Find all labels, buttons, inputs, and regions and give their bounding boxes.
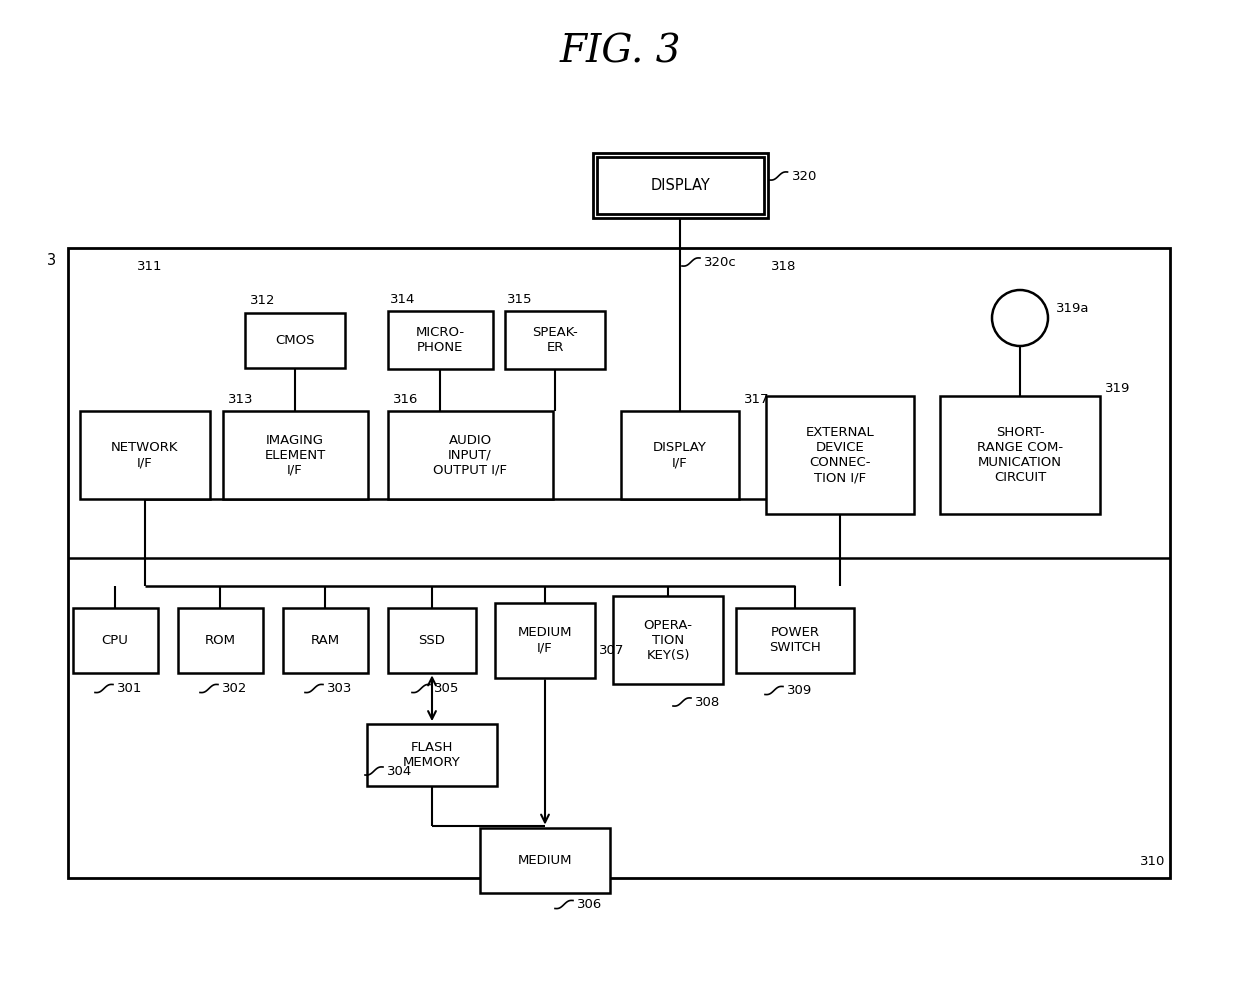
- Text: 304: 304: [387, 765, 412, 778]
- Text: 312: 312: [250, 294, 275, 307]
- Text: 318: 318: [771, 260, 796, 273]
- Text: MEDIUM: MEDIUM: [518, 854, 572, 867]
- Text: NETWORK
I/F: NETWORK I/F: [112, 441, 179, 469]
- Text: 302: 302: [222, 682, 247, 695]
- Bar: [480, 828, 610, 892]
- Bar: [387, 411, 553, 499]
- Bar: [283, 608, 367, 672]
- Text: MEDIUM
I/F: MEDIUM I/F: [518, 626, 572, 654]
- Bar: [766, 396, 914, 514]
- Bar: [505, 311, 605, 369]
- Bar: [222, 411, 367, 499]
- Text: OPERA-
TION
KEY(S): OPERA- TION KEY(S): [644, 619, 692, 661]
- Text: 314: 314: [389, 293, 415, 306]
- Bar: [68, 248, 1171, 878]
- Bar: [596, 156, 764, 213]
- Text: 301: 301: [117, 682, 143, 695]
- Text: 311: 311: [136, 260, 162, 273]
- Text: POWER
SWITCH: POWER SWITCH: [769, 626, 821, 654]
- Text: 320: 320: [791, 169, 817, 182]
- Text: 308: 308: [694, 695, 720, 708]
- Text: AUDIO
INPUT/
OUTPUT I/F: AUDIO INPUT/ OUTPUT I/F: [433, 433, 507, 476]
- Text: FLASH
MEMORY: FLASH MEMORY: [403, 741, 461, 769]
- Text: 320c: 320c: [704, 256, 737, 269]
- Text: EXTERNAL
DEVICE
CONNEC-
TION I/F: EXTERNAL DEVICE CONNEC- TION I/F: [806, 426, 874, 484]
- Text: 305: 305: [434, 682, 459, 695]
- Text: 319a: 319a: [1056, 302, 1090, 315]
- Text: SSD: SSD: [419, 633, 445, 646]
- Text: MICRO-
PHONE: MICRO- PHONE: [415, 326, 465, 354]
- Text: 309: 309: [787, 684, 812, 697]
- Text: 315: 315: [507, 293, 532, 306]
- Text: 3: 3: [47, 253, 56, 268]
- Bar: [593, 152, 768, 217]
- Bar: [81, 411, 210, 499]
- Text: 317: 317: [744, 392, 770, 405]
- Text: CMOS: CMOS: [275, 334, 315, 347]
- Bar: [177, 608, 263, 672]
- Text: 303: 303: [327, 682, 352, 695]
- Text: DISPLAY: DISPLAY: [650, 177, 709, 192]
- Text: 307: 307: [599, 643, 625, 656]
- Text: IMAGING
ELEMENT
I/F: IMAGING ELEMENT I/F: [264, 433, 326, 476]
- Bar: [613, 596, 723, 684]
- Text: ROM: ROM: [205, 633, 236, 646]
- Bar: [621, 411, 739, 499]
- Text: SHORT-
RANGE COM-
MUNICATION
CIRCUIT: SHORT- RANGE COM- MUNICATION CIRCUIT: [977, 426, 1063, 484]
- Text: 316: 316: [393, 392, 418, 405]
- Bar: [387, 311, 492, 369]
- Bar: [940, 396, 1100, 514]
- Text: 306: 306: [577, 898, 603, 911]
- Text: 313: 313: [227, 392, 253, 405]
- Text: RAM: RAM: [310, 633, 340, 646]
- Bar: [72, 608, 157, 672]
- Bar: [388, 608, 476, 672]
- Text: 310: 310: [1140, 855, 1166, 868]
- Text: 319: 319: [1105, 381, 1131, 394]
- Bar: [246, 313, 345, 368]
- Text: FIG. 3: FIG. 3: [559, 34, 681, 71]
- Bar: [367, 724, 497, 786]
- Bar: [495, 603, 595, 677]
- Bar: [737, 608, 854, 672]
- Text: DISPLAY
I/F: DISPLAY I/F: [653, 441, 707, 469]
- Text: CPU: CPU: [102, 633, 129, 646]
- Text: SPEAK-
ER: SPEAK- ER: [532, 326, 578, 354]
